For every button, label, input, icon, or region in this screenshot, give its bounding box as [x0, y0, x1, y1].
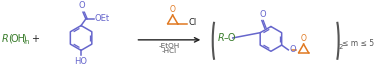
Text: O: O: [289, 45, 296, 54]
Text: n: n: [25, 39, 29, 45]
Text: -HCl: -HCl: [162, 48, 177, 54]
Text: Cl: Cl: [188, 18, 196, 27]
Text: (: (: [8, 34, 11, 44]
Text: OH: OH: [11, 34, 25, 44]
Text: –O: –O: [223, 33, 236, 43]
Text: 2: 2: [339, 44, 343, 50]
Text: R: R: [2, 34, 9, 44]
Text: ≤ m ≤ 5: ≤ m ≤ 5: [342, 39, 375, 48]
Text: R: R: [217, 33, 224, 43]
Text: O: O: [259, 10, 266, 19]
Text: O: O: [301, 34, 307, 43]
Text: OEt: OEt: [94, 14, 110, 23]
Text: O: O: [79, 1, 85, 10]
Text: ): ): [22, 34, 26, 44]
Text: -EtOH: -EtOH: [159, 43, 180, 49]
Text: +: +: [31, 34, 39, 44]
Text: O: O: [170, 5, 176, 14]
Text: HO: HO: [74, 57, 88, 66]
